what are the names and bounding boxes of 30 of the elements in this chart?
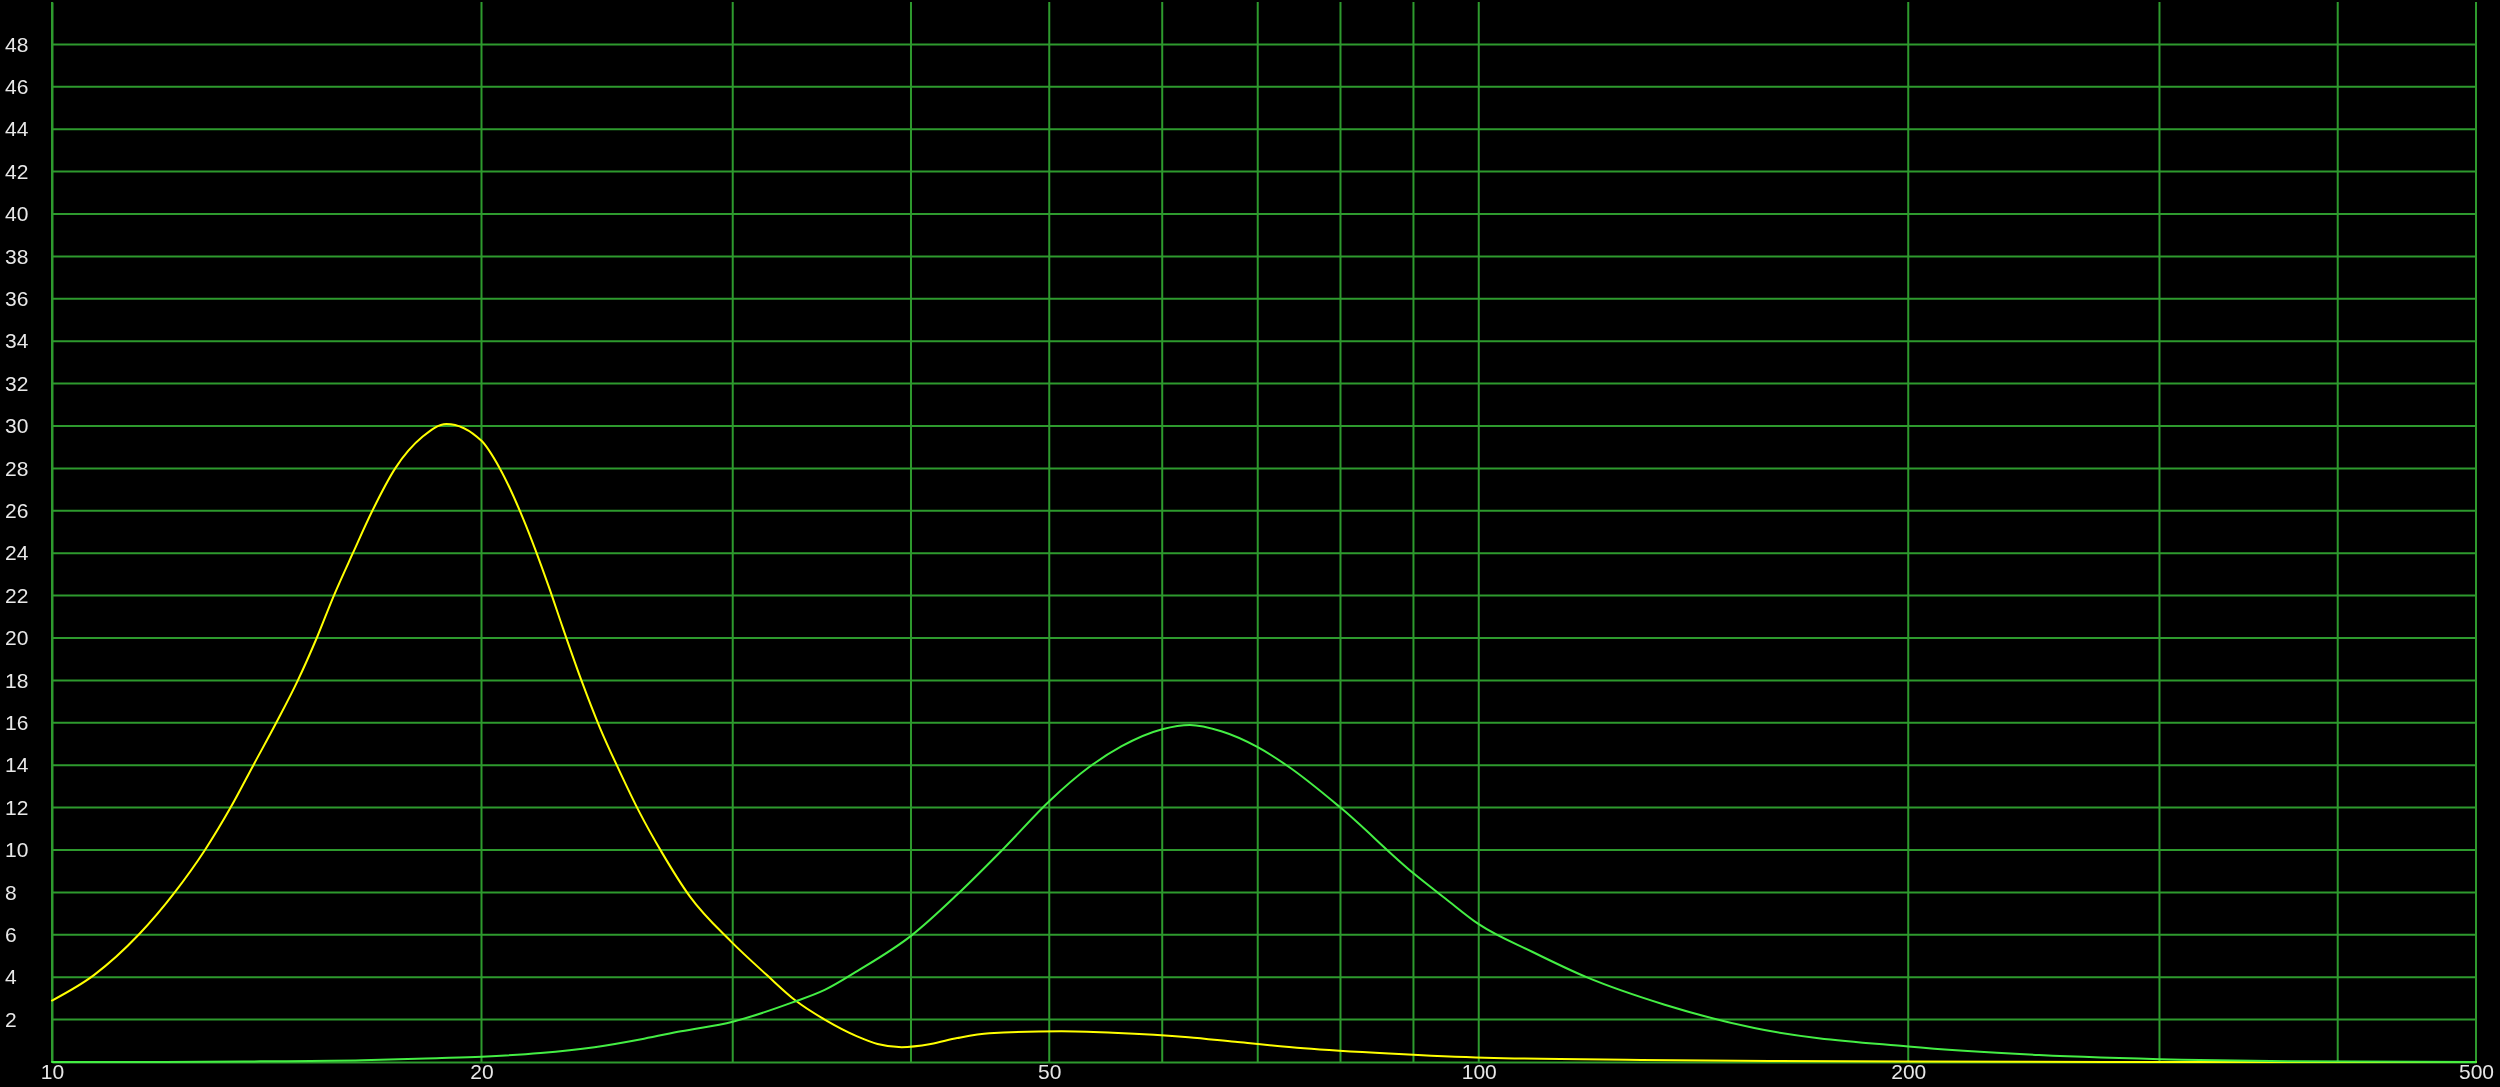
y-tick-label: 2 bbox=[5, 1007, 17, 1031]
y-tick-label: 30 bbox=[5, 414, 29, 438]
y-tick-label: 36 bbox=[5, 287, 29, 311]
y-tick-label: 38 bbox=[5, 244, 29, 268]
y-tick-label: 4 bbox=[5, 965, 17, 989]
y-tick-label: 40 bbox=[5, 202, 29, 226]
y-tick-label: 12 bbox=[5, 795, 29, 819]
y-tick-label: 32 bbox=[5, 371, 29, 395]
y-tick-label: 8 bbox=[5, 880, 17, 904]
x-tick-label: 100 bbox=[1461, 1059, 1497, 1083]
y-tick-label: 16 bbox=[5, 711, 29, 735]
y-tick-label: 24 bbox=[5, 541, 29, 565]
y-tick-label: 20 bbox=[5, 626, 29, 650]
y-tick-label: 6 bbox=[5, 923, 17, 947]
y-tick-label: 26 bbox=[5, 499, 29, 523]
y-tick-label: 42 bbox=[5, 159, 29, 183]
x-tick-label: 50 bbox=[1038, 1059, 1062, 1083]
y-tick-label: 14 bbox=[5, 753, 29, 777]
y-tick-label: 48 bbox=[5, 32, 29, 56]
y-tick-label: 28 bbox=[5, 456, 29, 480]
y-tick-label: 22 bbox=[5, 583, 29, 607]
y-tick-label: 10 bbox=[5, 838, 29, 862]
y-tick-label: 18 bbox=[5, 668, 29, 692]
x-tick-label: 10 bbox=[40, 1059, 65, 1083]
x-tick-label: 200 bbox=[1891, 1059, 1927, 1083]
x-tick-label: 500 bbox=[2458, 1059, 2495, 1083]
x-tick-label: 20 bbox=[470, 1059, 494, 1083]
y-tick-label: 46 bbox=[5, 75, 29, 99]
y-tick-label: 34 bbox=[5, 329, 29, 353]
y-tick-label: 44 bbox=[5, 117, 29, 141]
